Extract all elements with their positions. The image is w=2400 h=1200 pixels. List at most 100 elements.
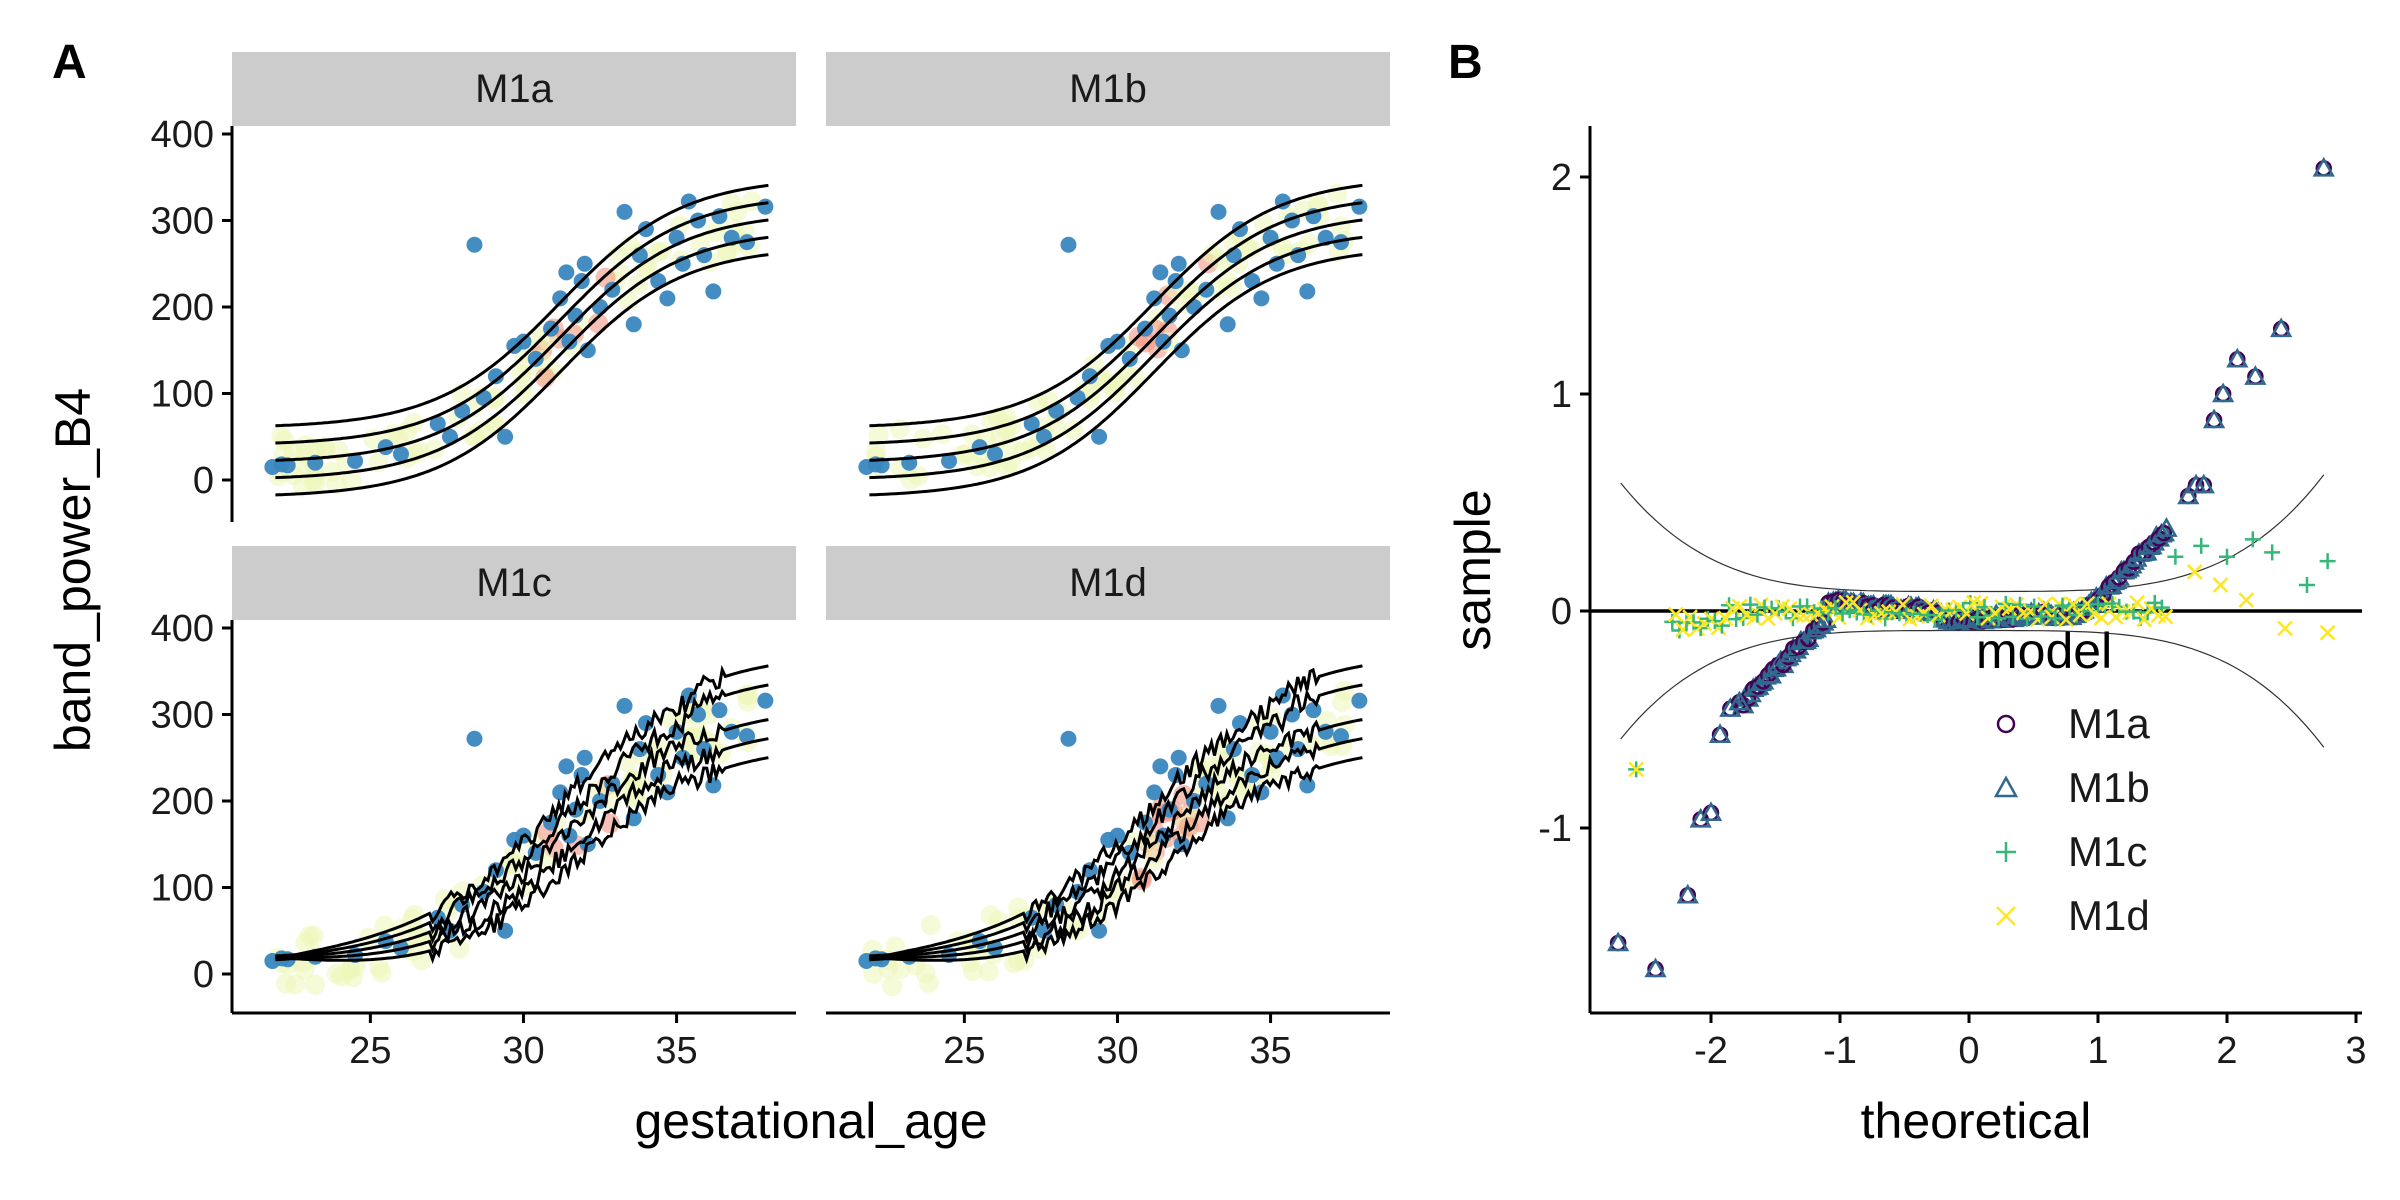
legend: model M1a M1b M1c M1d bbox=[1976, 623, 2150, 939]
density-blob bbox=[326, 963, 347, 984]
density-blob bbox=[1240, 238, 1261, 259]
density-blob bbox=[514, 384, 535, 405]
centile-curve bbox=[869, 718, 1363, 960]
qq-point-m1c bbox=[2104, 595, 2121, 612]
qq-point-m1d bbox=[2093, 610, 2110, 626]
qq-body-points bbox=[1664, 517, 2178, 714]
density-blob bbox=[1081, 381, 1102, 402]
data-point bbox=[576, 749, 593, 766]
centile-curves bbox=[275, 183, 769, 497]
data-point bbox=[757, 198, 774, 215]
legend-label: M1c bbox=[2068, 828, 2147, 875]
density-blob bbox=[978, 961, 999, 982]
data-point bbox=[941, 452, 958, 469]
qq-point-m1d bbox=[2212, 577, 2229, 593]
y-tick-label: 300 bbox=[151, 695, 214, 737]
data-point bbox=[739, 728, 756, 745]
centile-curves bbox=[869, 664, 1363, 965]
data-point bbox=[1152, 264, 1169, 281]
qq-point-m1c bbox=[2047, 610, 2064, 627]
panel-b-label: B bbox=[1448, 36, 1483, 89]
data-point bbox=[1253, 290, 1270, 307]
density-blob bbox=[369, 957, 390, 978]
legend-label: M1b bbox=[2068, 764, 2150, 811]
data-point bbox=[466, 730, 483, 747]
centile-curve bbox=[869, 253, 1363, 497]
density-blob bbox=[321, 461, 342, 482]
centile-curve bbox=[275, 218, 769, 462]
facet-strip bbox=[826, 52, 1390, 126]
density-blob bbox=[299, 926, 320, 947]
density-blob bbox=[275, 973, 296, 994]
data-point bbox=[705, 283, 722, 300]
data-point bbox=[1299, 777, 1316, 794]
centile-curve bbox=[869, 756, 1363, 965]
data-point bbox=[1219, 316, 1236, 333]
data-point bbox=[659, 290, 676, 307]
data-point bbox=[1109, 827, 1126, 844]
density-blob bbox=[315, 440, 336, 461]
centile-curve bbox=[275, 683, 769, 959]
y-tick-label: 100 bbox=[151, 868, 214, 910]
centile-curve bbox=[275, 235, 769, 480]
density-blob bbox=[404, 905, 425, 926]
density-blob bbox=[1223, 232, 1244, 253]
centile-curve bbox=[275, 737, 769, 961]
facet-strip-label: M1d bbox=[1069, 561, 1147, 605]
confidence-band-upper bbox=[1620, 474, 2325, 593]
density-blob bbox=[1331, 692, 1352, 713]
legend-label: M1a bbox=[2068, 700, 2150, 747]
data-point bbox=[515, 333, 532, 350]
y-tick-label: -1 bbox=[1538, 808, 1572, 850]
data-point bbox=[1091, 922, 1108, 939]
qq-point-m1c bbox=[1742, 596, 1759, 613]
data-point bbox=[1152, 758, 1169, 775]
data-point bbox=[527, 350, 544, 367]
data-point bbox=[561, 333, 578, 350]
y-tick-label: 400 bbox=[151, 608, 214, 650]
qq-point-m1d bbox=[2238, 592, 2255, 609]
y-tick-label: 200 bbox=[151, 287, 214, 329]
x-tick-label: 25 bbox=[943, 1030, 985, 1072]
density-blob bbox=[1003, 953, 1024, 974]
data-point bbox=[1210, 203, 1227, 220]
data-point bbox=[757, 692, 774, 709]
centile-curve bbox=[869, 183, 1363, 428]
panel-a: M1a 0 100 200 300 400 M1b M1c 0 100 200 300 400 25 30 3… bbox=[45, 52, 1390, 1149]
y-tick-label: 200 bbox=[151, 781, 214, 823]
confidence-band-lower bbox=[1620, 629, 2325, 748]
qq-point-m1c bbox=[2244, 531, 2261, 548]
qq-point-m1c bbox=[2026, 598, 2043, 615]
qq-point-m1c bbox=[1834, 605, 1851, 622]
data-point bbox=[558, 264, 575, 281]
centile-curve bbox=[275, 664, 769, 958]
data-point bbox=[1060, 236, 1077, 253]
y-axis-title: band_power_B4 bbox=[45, 388, 101, 752]
data-point bbox=[604, 281, 621, 298]
data-point bbox=[1146, 290, 1163, 307]
x-tick-label: 3 bbox=[2345, 1030, 2366, 1072]
qq-point-m1c bbox=[2068, 606, 2085, 623]
density-blob bbox=[623, 768, 644, 789]
data-point bbox=[690, 706, 707, 723]
density-blob bbox=[889, 419, 910, 440]
x-tick-label: 2 bbox=[2216, 1030, 2237, 1072]
centile-curve bbox=[275, 201, 769, 445]
data-point bbox=[625, 316, 642, 333]
legend-key bbox=[1996, 714, 2016, 734]
data-point bbox=[497, 428, 514, 445]
x-tick-label: 35 bbox=[1249, 1030, 1291, 1072]
qq-point-m1b bbox=[2244, 365, 2267, 385]
density-blob bbox=[295, 932, 316, 953]
density-blob bbox=[305, 473, 326, 494]
density-blob bbox=[471, 419, 492, 440]
density-blob bbox=[274, 430, 295, 451]
facet-strip-label: M1b bbox=[1069, 67, 1147, 111]
qq-tail-points bbox=[1606, 156, 2336, 978]
qq-point-m1d bbox=[1717, 610, 1734, 627]
data-point bbox=[1305, 702, 1322, 719]
qq-point-m1d bbox=[1760, 610, 1776, 627]
x-tick-label: 0 bbox=[1958, 1030, 1979, 1072]
density-blob bbox=[1124, 367, 1145, 388]
density-blob bbox=[920, 915, 941, 936]
